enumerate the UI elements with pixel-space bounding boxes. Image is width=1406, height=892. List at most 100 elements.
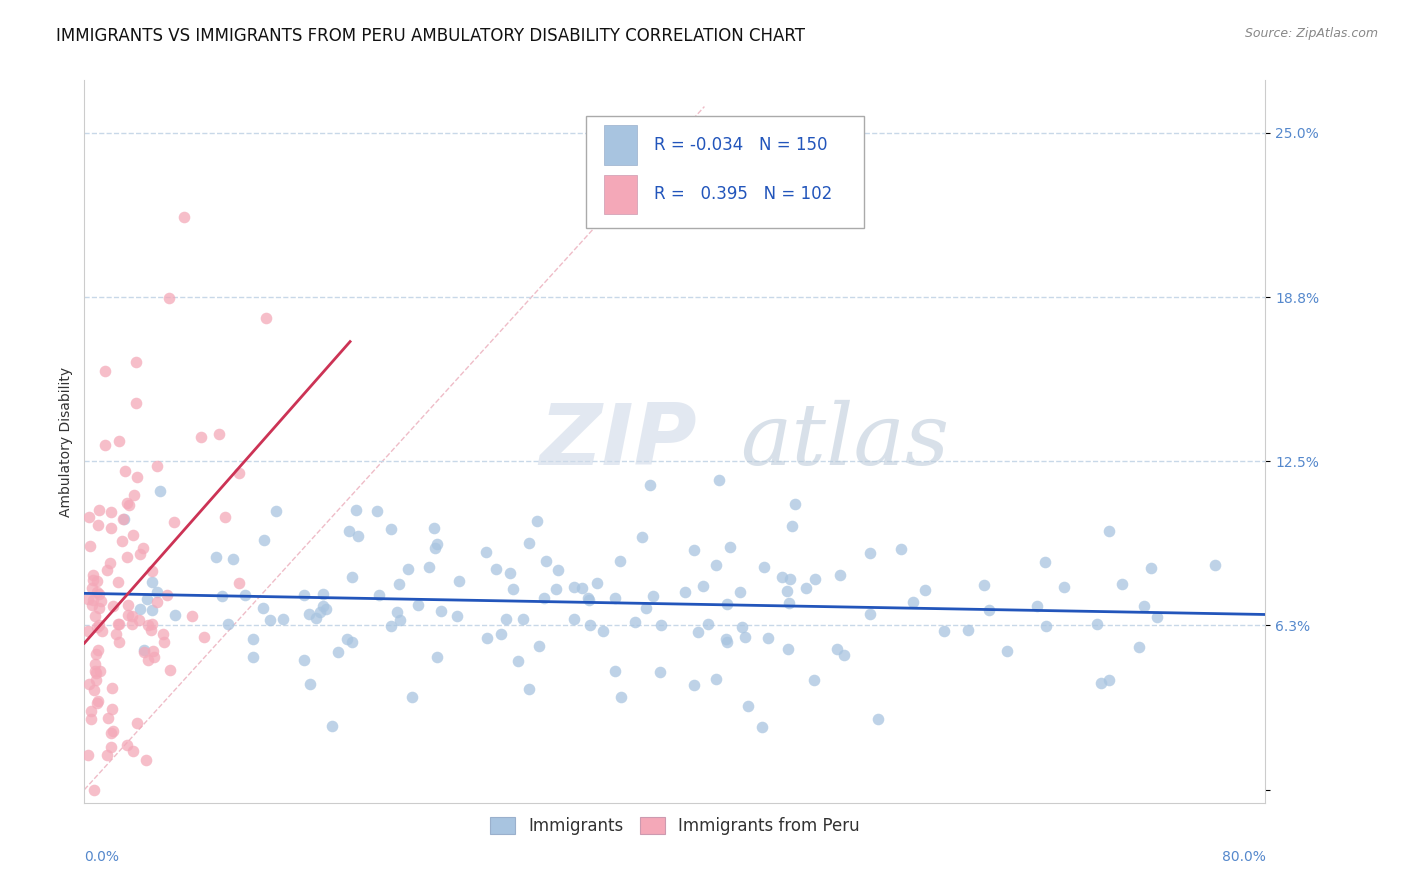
Point: [751, 720, 773, 734]
Point: [118, 498, 141, 512]
Point: [638, 478, 661, 492]
Point: [146, 458, 169, 473]
Point: [380, 619, 402, 633]
Point: [756, 631, 779, 645]
Point: [292, 588, 315, 602]
Point: [77, 748, 100, 763]
Point: [778, 596, 800, 610]
Point: [485, 562, 508, 576]
Point: [108, 434, 131, 448]
Point: [630, 530, 652, 544]
Point: [141, 616, 163, 631]
Text: 0.0%: 0.0%: [84, 850, 120, 864]
Point: [100, 739, 122, 754]
Point: [101, 724, 124, 739]
Point: [426, 649, 449, 664]
Point: [704, 558, 727, 572]
Point: [770, 569, 793, 583]
Point: [499, 566, 522, 580]
Point: [86, 518, 108, 533]
Point: [385, 605, 408, 619]
Point: [84, 657, 107, 671]
Y-axis label: Ambulatory Disability: Ambulatory Disability: [59, 367, 73, 516]
Point: [714, 632, 737, 646]
Point: [828, 567, 851, 582]
Point: [298, 677, 321, 691]
Point: [100, 726, 122, 740]
Point: [592, 624, 614, 639]
Point: [100, 506, 122, 520]
Point: [181, 609, 204, 624]
Point: [125, 470, 148, 484]
Point: [132, 643, 155, 657]
Point: [576, 591, 599, 605]
Point: [159, 663, 181, 677]
Point: [108, 616, 131, 631]
Point: [342, 570, 364, 584]
Point: [117, 599, 139, 613]
Point: [233, 588, 256, 602]
Point: [794, 581, 817, 595]
Point: [321, 719, 343, 733]
Point: [132, 645, 155, 659]
Point: [368, 588, 391, 602]
Point: [780, 519, 803, 533]
Point: [506, 654, 529, 668]
Point: [995, 644, 1018, 658]
Point: [683, 678, 706, 692]
Point: [716, 597, 738, 611]
Point: [101, 702, 124, 716]
Point: [624, 615, 647, 630]
Point: [536, 554, 558, 568]
FancyBboxPatch shape: [605, 175, 637, 214]
Point: [105, 627, 128, 641]
Point: [136, 653, 159, 667]
Point: [112, 512, 135, 526]
Point: [803, 673, 825, 688]
Point: [111, 512, 134, 526]
Point: [734, 631, 756, 645]
Point: [1053, 580, 1076, 594]
Legend: Immigrants, Immigrants from Peru: Immigrants, Immigrants from Peru: [484, 810, 866, 841]
Point: [146, 584, 169, 599]
Point: [683, 542, 706, 557]
Point: [217, 617, 239, 632]
Point: [141, 574, 163, 589]
Point: [152, 635, 174, 649]
Point: [228, 575, 250, 590]
Point: [90, 624, 112, 638]
Point: [294, 653, 316, 667]
Point: [121, 528, 143, 542]
Point: [426, 537, 449, 551]
Point: [973, 578, 995, 592]
Point: [512, 612, 534, 626]
Point: [266, 504, 288, 518]
Point: [84, 673, 107, 688]
Point: [96, 563, 118, 577]
Point: [834, 648, 856, 663]
Point: [157, 291, 180, 305]
Text: IMMIGRANTS VS IMMIGRANTS FROM PERU AMBULATORY DISABILITY CORRELATION CHART: IMMIGRANTS VS IMMIGRANTS FROM PERU AMBUL…: [56, 27, 806, 45]
Point: [562, 580, 585, 594]
Point: [204, 550, 226, 565]
Point: [398, 562, 420, 576]
Point: [423, 521, 446, 535]
Point: [716, 635, 738, 649]
Point: [673, 585, 696, 599]
Point: [737, 698, 759, 713]
Point: [77, 509, 100, 524]
Point: [1033, 555, 1056, 569]
Point: [271, 611, 294, 625]
Point: [94, 438, 117, 452]
Point: [89, 503, 111, 517]
Point: [254, 311, 277, 326]
Point: [447, 574, 470, 588]
Point: [135, 754, 157, 768]
Point: [495, 612, 517, 626]
Point: [127, 715, 149, 730]
Point: [634, 600, 657, 615]
Point: [1035, 619, 1057, 633]
Point: [83, 683, 105, 698]
Point: [79, 704, 101, 718]
Point: [80, 581, 103, 595]
